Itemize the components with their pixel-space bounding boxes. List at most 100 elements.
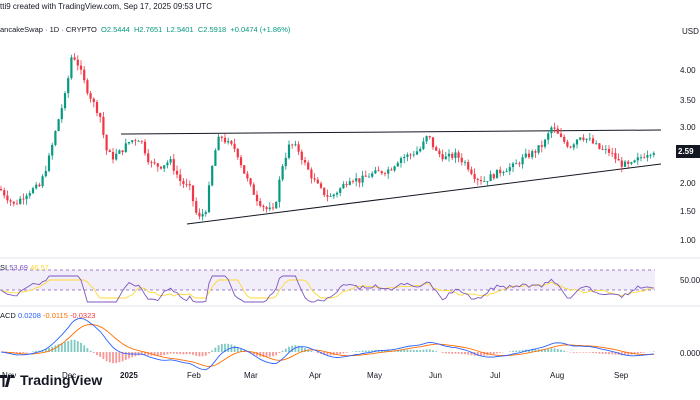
macd-histogram-bar: [627, 352, 630, 355]
candle-body: [246, 173, 249, 179]
candle-body: [35, 184, 38, 189]
candle-body: [441, 154, 444, 160]
candle-body: [492, 174, 495, 179]
macd-histogram-bar: [592, 352, 594, 353]
macd-histogram-bar: [67, 341, 70, 352]
candle-body: [278, 179, 281, 203]
macd-histogram-bar: [572, 352, 575, 353]
macd-histogram-bar: [323, 352, 326, 355]
macd-histogram-bar: [195, 352, 198, 356]
candle-body: [527, 153, 531, 158]
candle-body: [310, 169, 313, 179]
macd-histogram-bar: [534, 349, 537, 352]
macd-histogram-bar: [489, 352, 492, 355]
candle-body: [479, 180, 483, 182]
macd-histogram-bar: [192, 352, 194, 355]
candle-body: [143, 141, 147, 154]
candle-body: [633, 160, 636, 163]
macd-histogram-bar: [576, 352, 578, 353]
candle-body: [419, 149, 422, 152]
candle-body: [230, 141, 233, 144]
macd-histogram-bar: [406, 349, 409, 352]
candle-body: [172, 159, 175, 171]
candle-body: [329, 196, 332, 198]
candle-body: [131, 140, 134, 143]
high-value: H2.7651: [133, 25, 163, 34]
low-value: L2.5401: [166, 25, 194, 34]
candle-body: [518, 163, 521, 165]
macd-histogram-bar: [508, 351, 511, 352]
macd-histogram-bar: [380, 350, 383, 352]
macd-histogram-bar: [112, 352, 114, 364]
macd-histogram-bar: [432, 350, 434, 352]
macd-histogram-bar: [435, 351, 438, 352]
macd-histogram-bar: [521, 350, 524, 352]
macd-histogram-bar: [131, 352, 134, 358]
candle-body: [639, 157, 643, 159]
candle-body: [44, 170, 47, 177]
candle-body: [374, 170, 377, 174]
macd-histogram-bar: [336, 352, 338, 355]
candle-body: [47, 155, 51, 171]
macd-histogram-bar: [448, 352, 450, 354]
macd-axis-label: 0.000: [680, 349, 700, 358]
candle-body: [118, 150, 121, 154]
candle-body: [588, 138, 591, 140]
macd-histogram-bar: [60, 343, 63, 352]
macd-histogram-bar: [608, 352, 610, 355]
rsi-line: [0, 275, 654, 303]
macd-histogram-bar: [339, 352, 342, 355]
symbol-name[interactable]: ancakeSwap · 1D · CRYPTO: [0, 25, 97, 34]
tradingview-brand[interactable]: TradingView: [0, 369, 102, 391]
macd-histogram-bar: [515, 350, 518, 352]
candle-body: [67, 78, 70, 94]
candle-body: [201, 214, 204, 217]
candle-body: [111, 152, 115, 160]
candle-body: [470, 169, 473, 174]
resistance-trendline[interactable]: [120, 129, 662, 135]
candle-body: [198, 212, 201, 217]
change-value: +0.0474 (+1.86%): [230, 25, 291, 34]
support-trendline[interactable]: [186, 163, 662, 225]
candle-body: [428, 136, 431, 138]
macd-histogram-bar: [105, 352, 108, 362]
macd-histogram-bar: [179, 352, 182, 355]
candle-body: [511, 163, 515, 168]
macd-histogram-bar: [553, 348, 556, 352]
macd-histogram-bar: [108, 352, 111, 363]
price-tick: 3.50: [680, 96, 696, 105]
candle-body: [425, 136, 428, 142]
candle-body: [236, 148, 239, 158]
candle-body: [179, 174, 182, 181]
candle-body: [121, 150, 124, 153]
macd-histogram-bar: [208, 352, 210, 354]
candle-body: [339, 188, 342, 193]
time-label: Jun: [429, 371, 442, 380]
current-price-badge: 2.59: [676, 145, 700, 158]
macd-histogram-bar: [57, 344, 60, 352]
macd-legend[interactable]: ACD 0.0208 -0.0115 -0.0323: [0, 311, 95, 321]
candle-body: [348, 181, 351, 185]
candle-body: [137, 140, 140, 142]
candle-body: [367, 176, 371, 178]
macd-signal-value: -0.0115: [42, 311, 68, 320]
candle-body: [604, 149, 607, 150]
candle-body: [601, 148, 604, 150]
candle-body: [140, 140, 143, 142]
candle-body: [521, 157, 524, 165]
candle-body: [316, 179, 319, 184]
time-label: Jul: [490, 371, 500, 380]
candle-body: [620, 160, 623, 167]
price-tick: 1.00: [680, 236, 696, 245]
candle-body: [300, 151, 303, 160]
candle-body: [89, 93, 92, 99]
candle-body: [223, 137, 227, 143]
candle-body: [204, 212, 207, 215]
macd-histogram-bar: [70, 339, 73, 352]
rsi-legend[interactable]: SI 53.69 46.57: [0, 263, 49, 273]
macd-histogram-bar: [297, 345, 300, 352]
candle-body: [323, 187, 326, 196]
candle-body: [60, 108, 63, 120]
candle-body: [364, 175, 367, 177]
